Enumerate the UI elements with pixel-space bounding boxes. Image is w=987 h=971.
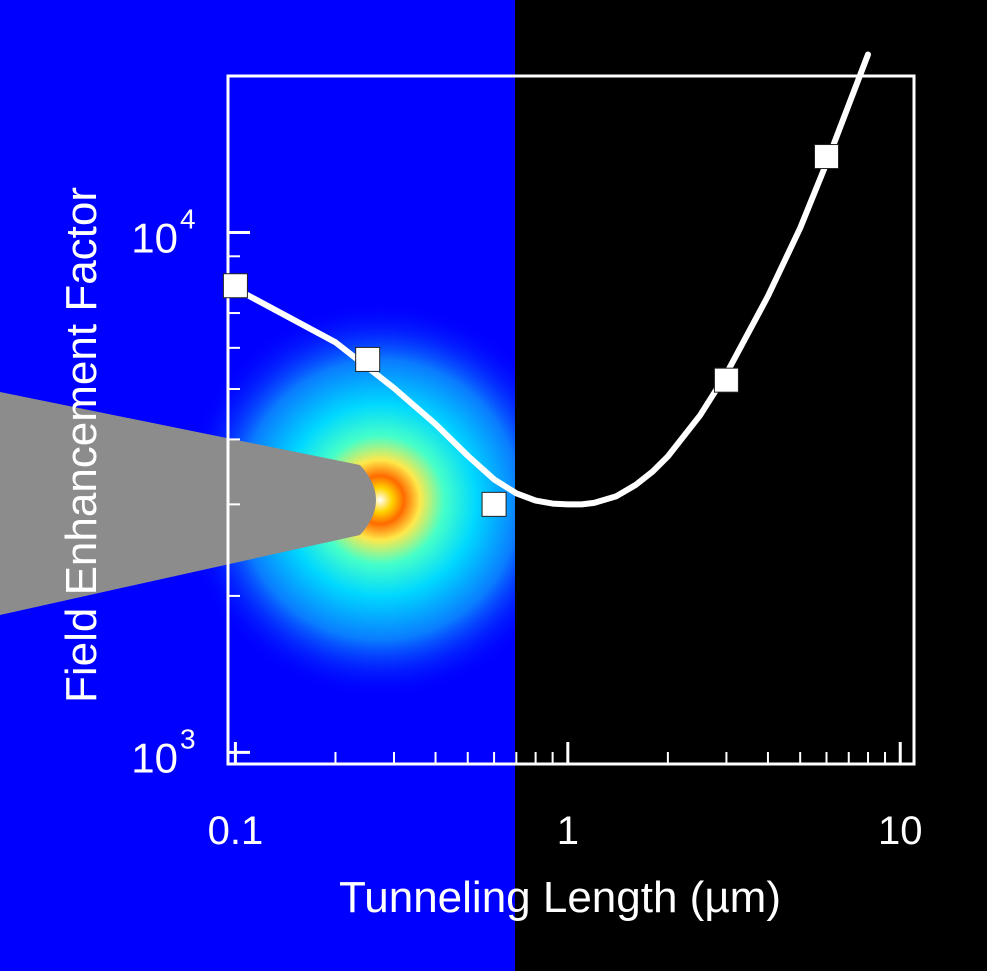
- data-point: [481, 491, 507, 517]
- x-tick-label: 1: [557, 809, 579, 853]
- y-tick-label-exponent: 4: [180, 204, 196, 235]
- x-tick-label: 0.1: [208, 809, 264, 853]
- fit-curve: [232, 51, 871, 508]
- y-tick-label-exponent: 3: [180, 723, 196, 754]
- x-minor-ticks: [334, 752, 887, 764]
- y-tick-label-base: 10: [131, 215, 178, 262]
- x-major-ticks: [233, 742, 902, 764]
- tip-shape: [0, 392, 376, 615]
- dark-region-background: [515, 0, 987, 971]
- data-point: [713, 367, 739, 393]
- x-axis-label: Tunneling Length (µm): [339, 873, 781, 922]
- y-tick-label: 10 4: [131, 204, 195, 262]
- data-point: [222, 273, 248, 299]
- plot-frame: [226, 74, 916, 766]
- data-point: [813, 144, 839, 170]
- x-tick-label: 10: [878, 809, 923, 853]
- y-axis-label: Field Enhancement Factor: [57, 187, 106, 703]
- y-tick-label-base: 10: [131, 734, 178, 781]
- data-point: [355, 346, 381, 372]
- data-points: [222, 144, 839, 517]
- y-tick-label: 10 3: [131, 723, 195, 781]
- y-major-ticks: [228, 231, 250, 754]
- x-tick-labels: 0.1 1 10: [208, 809, 923, 853]
